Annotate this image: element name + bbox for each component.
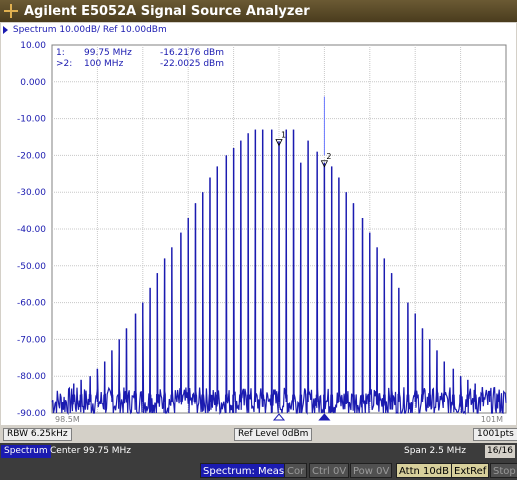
center-frequency[interactable]: Center 99.75 MHz <box>50 446 132 456</box>
y-tick-label: -50.00 <box>17 262 46 272</box>
spectrum-plot[interactable]: 10.00 0.000 -10.00 -20.00 -30.00 -40.00 -50.00… <box>1 37 516 425</box>
status-stop: Stop <box>490 463 517 478</box>
status-ctrl: Ctrl 0V <box>309 463 350 478</box>
trace-page-indicator: 16/16 <box>485 445 515 458</box>
status-pow: Pow 0V <box>350 463 393 478</box>
y-tick-label: -30.00 <box>17 188 46 198</box>
measurement-status-row: RBW 6.25kHz Ref Level 0dBm 1001pts <box>1 426 517 442</box>
y-tick-label: 10.00 <box>20 41 46 51</box>
title-bar: Agilent E5052A Signal Source Analyzer <box>0 0 517 22</box>
marker-1-label: 1 <box>281 130 286 139</box>
points-readout[interactable]: 1001pts <box>473 428 517 441</box>
marker-readout-level: -22.0025 dBm <box>160 59 224 69</box>
mode-badge[interactable]: Spectrum <box>1 445 51 458</box>
status-meas: Spectrum: Meas <box>200 463 288 478</box>
status-cor: Cor <box>284 463 308 478</box>
trace-active-arrow-icon <box>3 25 8 34</box>
trace-scale-label: Spectrum 10.00dB/ Ref 10.00dBm <box>12 25 167 35</box>
ref-level-readout[interactable]: Ref Level 0dBm <box>234 428 313 441</box>
span-frequency[interactable]: Span 2.5 MHz <box>404 446 466 456</box>
marker-readout-id: 1: <box>56 48 65 58</box>
agilent-logo-icon <box>4 4 18 18</box>
sweep-status-row: Spectrum Center 99.75 MHz Span 2.5 MHz 1… <box>0 443 517 460</box>
y-tick-label: -20.00 <box>17 151 46 161</box>
spectrum-chart[interactable]: 10.00 0.000 -10.00 -20.00 -30.00 -40.00 -50.00… <box>1 37 516 425</box>
y-tick-label: 0.000 <box>20 78 46 88</box>
marker-2-position-icon <box>318 413 331 421</box>
trace-header[interactable]: Spectrum 10.00dB/ Ref 10.00dBm <box>1 23 516 37</box>
marker-readout-freq: 99.75 MHz <box>84 48 132 58</box>
window-title: Agilent E5052A Signal Source Analyzer <box>24 3 310 19</box>
marker-readout-id: >2: <box>56 59 72 69</box>
marker-readout-freq: 100 MHz <box>84 59 124 69</box>
marker-1-position-icon <box>272 413 286 421</box>
marker-2-icon <box>320 160 329 168</box>
y-tick-label: -90.00 <box>17 409 46 419</box>
instrument-status-bar: Spectrum: Meas Cor Ctrl 0V Pow 0V Attn 1… <box>0 460 517 480</box>
y-tick-label: -40.00 <box>17 225 46 235</box>
marker-readout-level: -16.2176 dBm <box>160 48 224 58</box>
status-attn: Attn 10dB <box>396 463 452 478</box>
marker-1-icon <box>275 139 283 147</box>
x-start-label: 98.5M <box>55 415 80 424</box>
y-tick-label: -70.00 <box>17 335 46 345</box>
x-stop-label: 101M <box>481 415 503 424</box>
status-extref: ExtRef <box>451 463 490 478</box>
y-tick-label: -60.00 <box>17 299 46 309</box>
y-tick-label: -10.00 <box>17 115 46 125</box>
rbw-readout[interactable]: RBW 6.25kHz <box>3 428 72 441</box>
y-tick-label: -80.00 <box>17 372 46 382</box>
marker-2-label: 2 <box>326 152 331 161</box>
